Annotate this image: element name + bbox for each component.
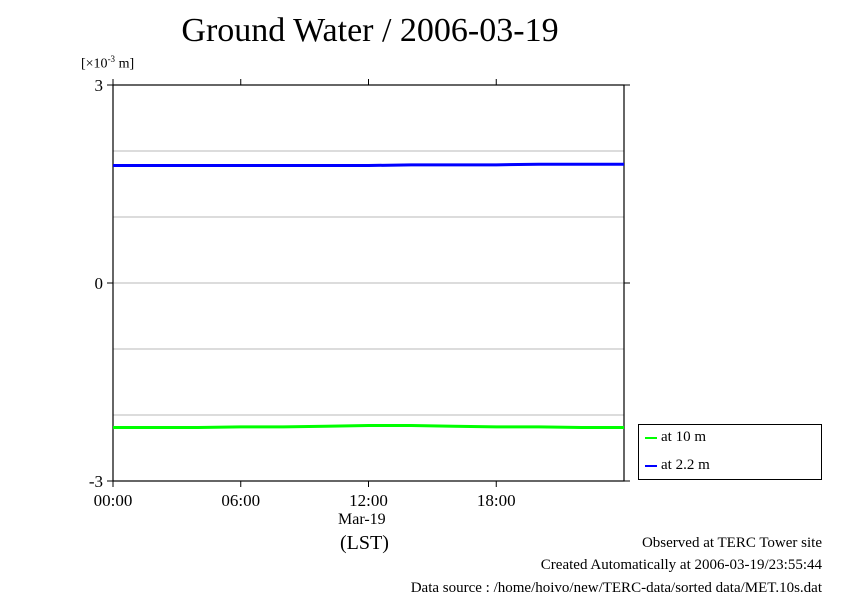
legend-swatch-10m [645,436,657,439]
legend-swatch-2-2m [645,464,657,467]
y-axis-unit-label: [×10-3 m] [81,54,135,72]
x-tick-label: 00:00 [94,491,133,510]
footer-source: Data source : /home/hoivo/new/TERC-data/… [410,580,822,596]
y-tick-label: 0 [95,274,104,293]
legend-item-10m: at 10 m [645,429,706,446]
x-axis-title: (LST) [340,532,389,554]
series-line-at-10-m [113,424,624,430]
y-tick-label: -3 [89,472,103,491]
footer-observed: Observed at TERC Tower site [641,535,822,551]
x-axis-day-label: Mar-19 [338,511,386,528]
x-tick-label: 06:00 [221,491,260,510]
x-tick-label: 18:00 [477,491,516,510]
y-tick-label: 3 [95,76,104,95]
x-tick-label: 12:00 [349,491,388,510]
series-line-at-2-2-m [113,162,624,168]
legend-label-10m: at 10 m [661,429,706,445]
legend: at 10 m at 2.2 m [638,424,822,480]
footer-created: Created Automatically at 2006-03-19/23:5… [540,557,822,573]
legend-label-2-2m: at 2.2 m [661,457,710,473]
legend-item-2-2m: at 2.2 m [645,457,710,474]
chart-title: Ground Water / 2006-03-19 [181,12,559,49]
